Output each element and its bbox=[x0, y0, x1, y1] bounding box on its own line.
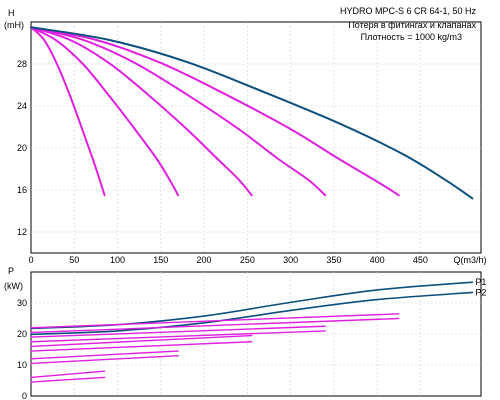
chart-subtitle-line-1: Потеря в фитингах и клапанах bbox=[348, 20, 476, 30]
head-ylabel-line-1: H bbox=[8, 8, 15, 18]
head-curve-4 bbox=[30, 26, 327, 197]
head-x-tick-label: 0 bbox=[28, 255, 33, 265]
head-y-tick-label: 28 bbox=[17, 59, 27, 69]
chart-title: HYDRO MPC-S 6 CR 64-1, 50 Hz bbox=[340, 6, 477, 16]
power-curve-4 bbox=[30, 317, 400, 334]
head-panel: 12 16 20 24 28 0 50 100 150 200 250 300 350 400 450 H… bbox=[4, 6, 487, 265]
power-series-label-p1: P1 bbox=[475, 277, 486, 287]
head-x-tick-label: 300 bbox=[283, 255, 298, 265]
head-x-tick-label: 450 bbox=[413, 255, 428, 265]
power-curve-p2 bbox=[30, 291, 474, 336]
power-curve-10 bbox=[30, 355, 179, 365]
head-x-tick-label: 250 bbox=[240, 255, 255, 265]
power-ylabel-line-2: (kW) bbox=[4, 281, 23, 291]
head-y-tick-label: 16 bbox=[17, 185, 27, 195]
chart-subtitle-line-2: Плотность = 1000 kg/m3 bbox=[361, 32, 462, 42]
power-y-tick-label: 0 bbox=[22, 391, 27, 400]
head-y-tick-label: 24 bbox=[17, 101, 27, 111]
head-xlabel: Q(m3/h) bbox=[453, 255, 486, 265]
head-x-tick-label: 400 bbox=[370, 255, 385, 265]
head-y-ticks: 12 16 20 24 28 bbox=[17, 59, 27, 237]
head-curves bbox=[30, 26, 474, 200]
power-y-tick-label: 10 bbox=[17, 360, 27, 370]
power-y-tick-label: 30 bbox=[17, 298, 27, 308]
head-ylabel-line-2: (mH) bbox=[4, 20, 24, 30]
power-curve-5 bbox=[30, 325, 326, 338]
power-series-label-p2: P2 bbox=[475, 287, 486, 297]
power-y-ticks: 0 10 20 30 bbox=[17, 298, 27, 400]
head-x-tick-label: 150 bbox=[153, 255, 168, 265]
head-grid bbox=[31, 22, 481, 253]
power-curve-6 bbox=[30, 330, 326, 343]
power-curve-3 bbox=[30, 313, 400, 329]
head-curve-1 bbox=[30, 26, 106, 197]
head-y-tick-label: 20 bbox=[17, 143, 27, 153]
power-curve-12 bbox=[30, 376, 106, 383]
head-curve-6 bbox=[30, 26, 474, 200]
power-curves bbox=[30, 281, 474, 383]
head-x-tick-label: 350 bbox=[326, 255, 341, 265]
head-x-tick-label: 100 bbox=[110, 255, 125, 265]
head-curve-3 bbox=[30, 26, 253, 197]
power-curve-9 bbox=[30, 350, 179, 360]
power-curve-11 bbox=[30, 370, 106, 379]
head-curve-5 bbox=[30, 26, 400, 197]
head-y-tick-label: 12 bbox=[17, 227, 27, 237]
power-curve-7 bbox=[30, 334, 253, 348]
head-x-tick-label: 200 bbox=[197, 255, 212, 265]
head-x-ticks: 0 50 100 150 200 250 300 350 400 450 bbox=[28, 255, 427, 265]
head-x-tick-label: 50 bbox=[69, 255, 79, 265]
head-curve-2 bbox=[30, 26, 180, 197]
power-y-tick-label: 20 bbox=[17, 329, 27, 339]
power-curve-8 bbox=[30, 341, 253, 352]
power-ylabel-line-1: P bbox=[8, 266, 14, 276]
